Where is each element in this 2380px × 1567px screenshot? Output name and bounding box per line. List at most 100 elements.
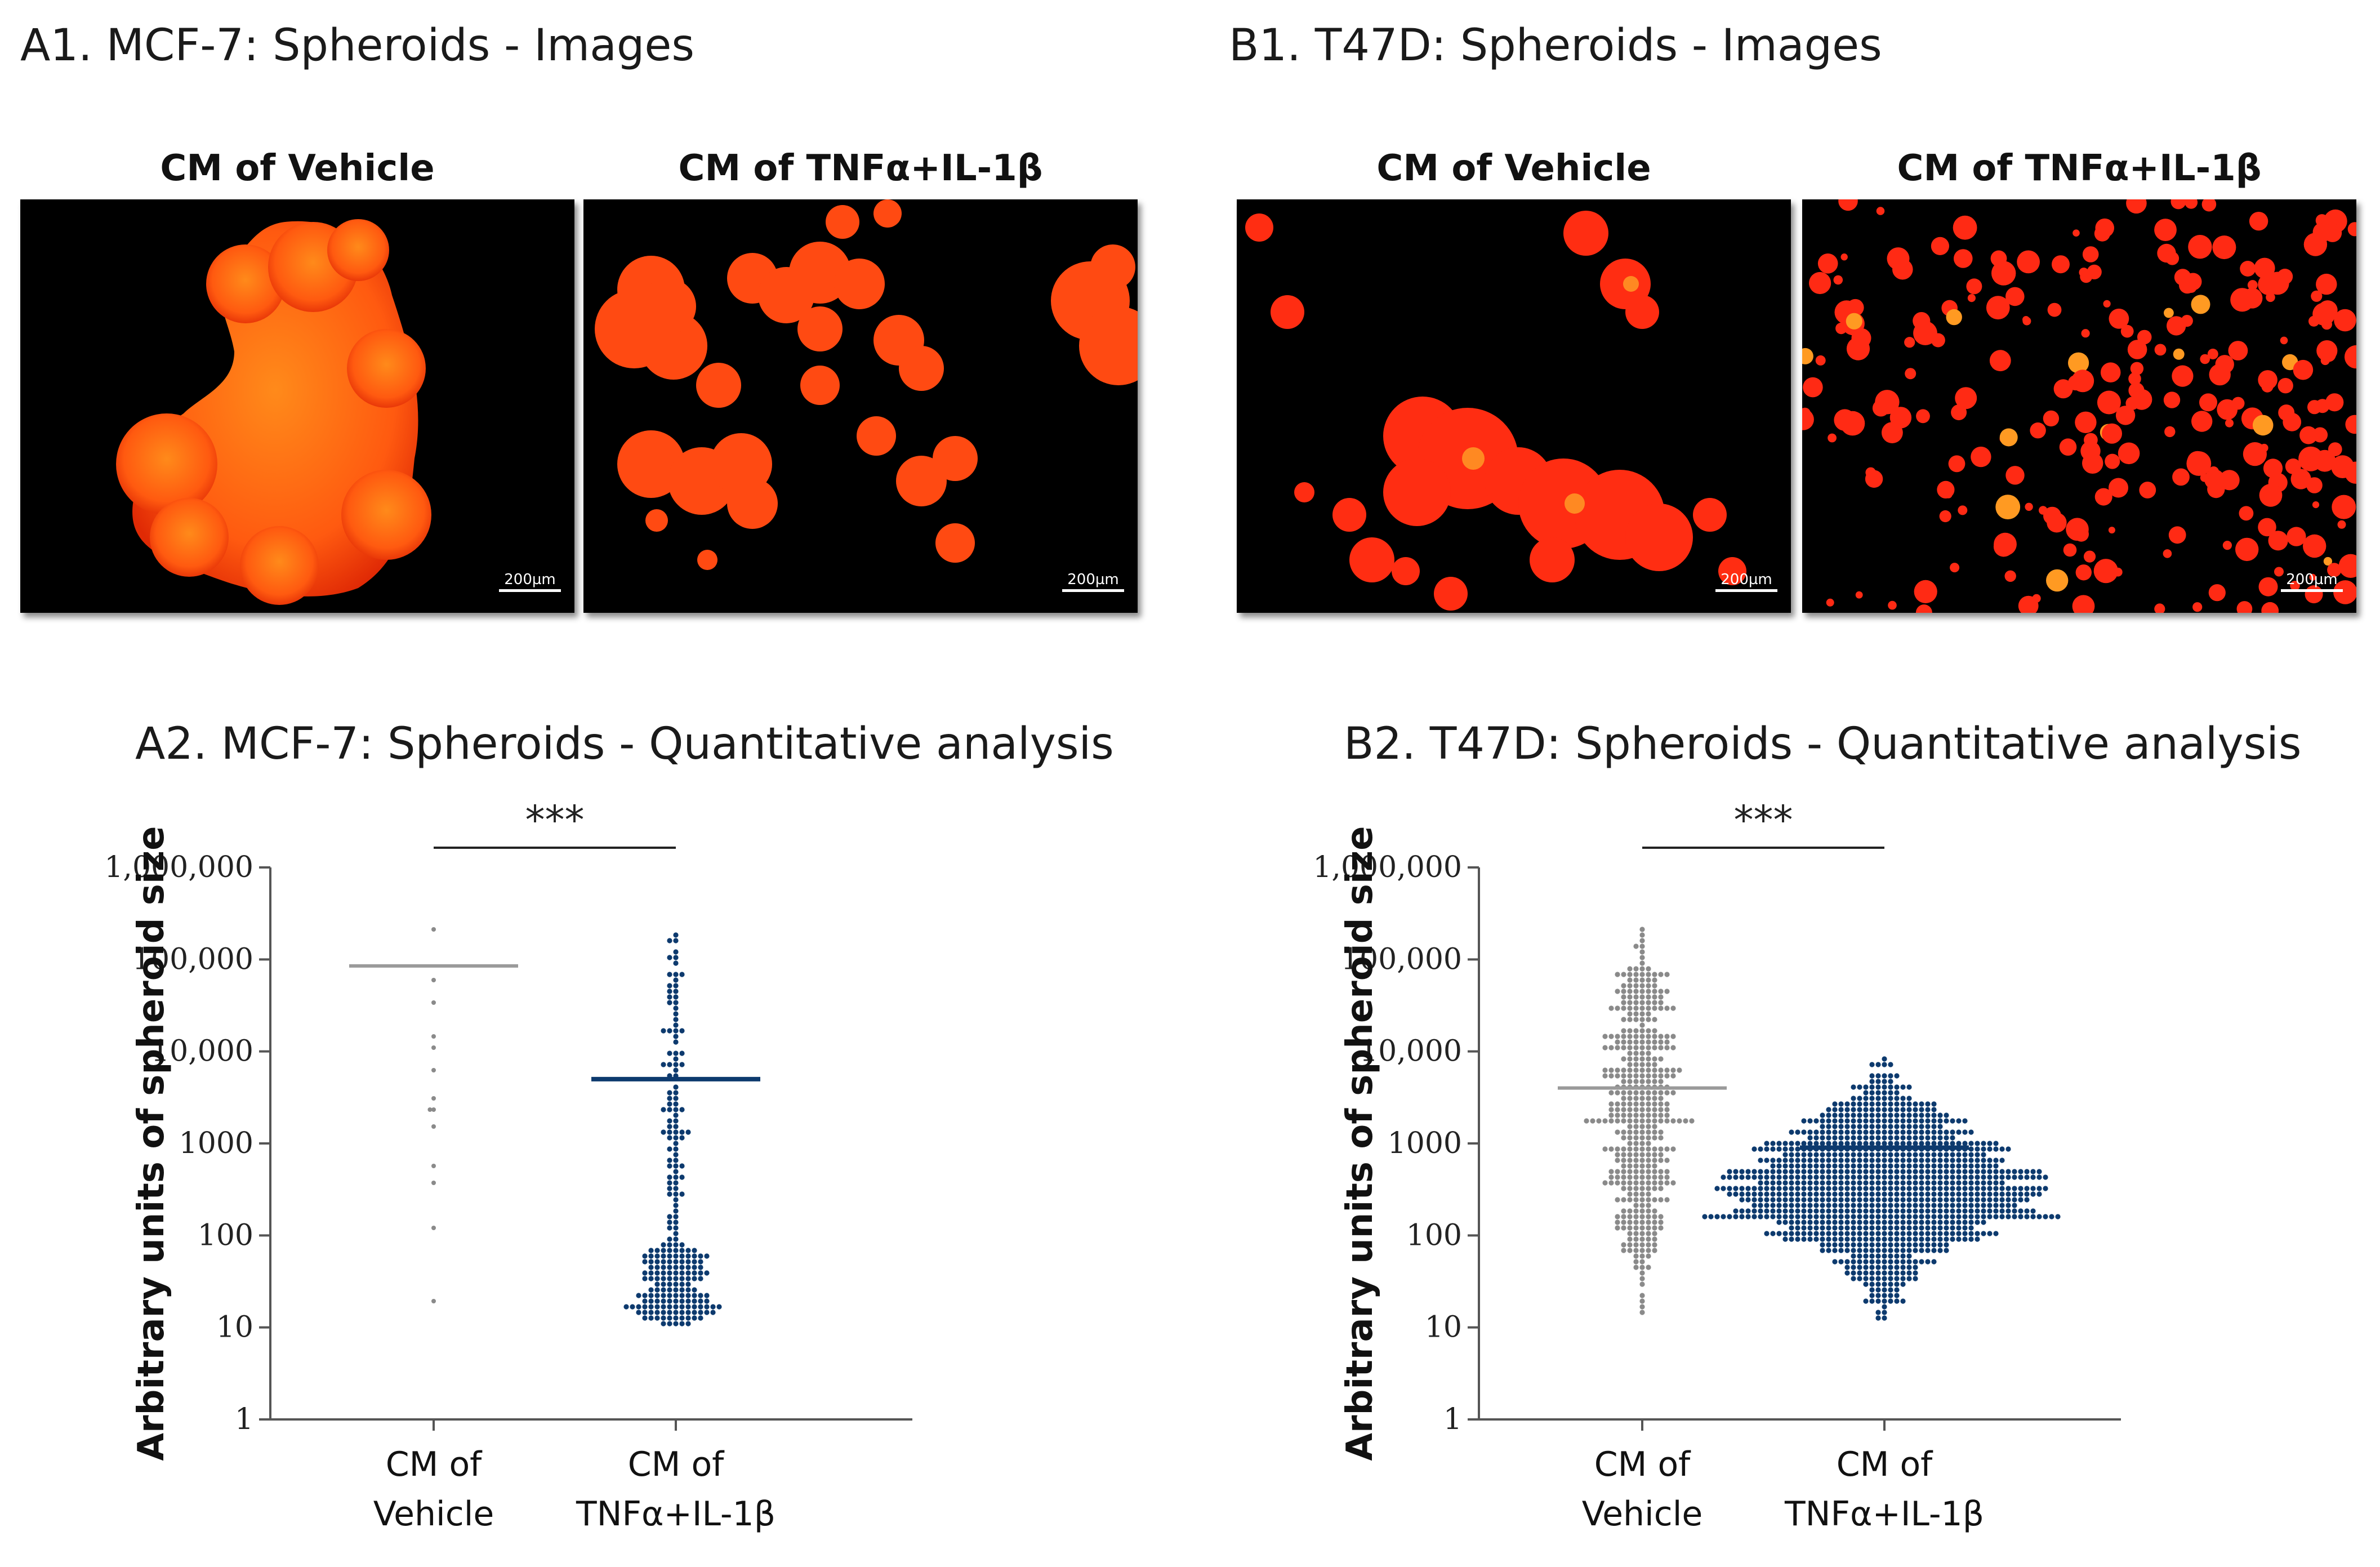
data-point (1851, 1152, 1856, 1158)
data-point (667, 1281, 672, 1287)
data-point (1658, 1180, 1664, 1186)
data-point (2055, 1214, 2061, 1219)
data-point (679, 1276, 685, 1281)
data-point (1838, 1214, 1844, 1219)
data-point (1875, 1096, 1881, 1101)
data-point (1633, 1208, 1639, 1214)
data-point (1913, 1129, 1918, 1135)
data-point (1820, 1158, 1825, 1163)
data-point (1906, 1163, 1912, 1169)
data-point (1882, 1186, 1887, 1191)
data-point (654, 1248, 660, 1253)
data-point (1633, 972, 1639, 977)
image-label-a1-vehicle: CM of Vehicle (160, 148, 435, 189)
cell-blob (2345, 415, 2356, 434)
data-point (1956, 1208, 1962, 1214)
cell-blob (2030, 422, 2046, 439)
data-point (1764, 1169, 1770, 1174)
data-point (1627, 1039, 1633, 1045)
data-point (1869, 1118, 1875, 1124)
data-point (1832, 1225, 1838, 1231)
cell-blob (1966, 278, 1982, 295)
data-point (1739, 1169, 1745, 1174)
data-point (1633, 1236, 1639, 1242)
data-point (1919, 1124, 1924, 1129)
data-point (1658, 994, 1664, 1000)
data-point (1844, 1174, 1850, 1180)
data-point (1950, 1129, 1955, 1135)
data-point (1646, 1028, 1651, 1034)
data-point (1925, 1203, 1931, 1208)
data-point (1944, 1180, 1949, 1186)
data-point (1807, 1225, 1813, 1231)
scale-bar-b1-vehicle: 200µm (1715, 571, 1777, 592)
data-point (648, 1315, 654, 1321)
cell-blob (2303, 456, 2311, 465)
data-point (1925, 1208, 1931, 1214)
data-point (1863, 1265, 1869, 1270)
data-point (1950, 1174, 1955, 1180)
data-point (1795, 1236, 1800, 1242)
data-point (1925, 1124, 1931, 1129)
cell-blob (2334, 309, 2356, 332)
data-point (1999, 1191, 2005, 1197)
data-point (431, 1107, 436, 1112)
data-point (1851, 1174, 1856, 1180)
data-point (1633, 1118, 1639, 1124)
data-point (1770, 1191, 1776, 1197)
cell-blob (2073, 229, 2080, 237)
data-point (1906, 1107, 1912, 1112)
data-point (1857, 1191, 1862, 1197)
data-point (1882, 1079, 1887, 1084)
data-point (1639, 1118, 1645, 1124)
data-point (1795, 1219, 1800, 1225)
data-point (1882, 1096, 1887, 1101)
data-point (1652, 1079, 1657, 1084)
data-point (1615, 1005, 1620, 1011)
data-point (1633, 1000, 1639, 1005)
data-point (1639, 994, 1645, 1000)
category-label: Vehicle (373, 1494, 494, 1534)
data-point (698, 1315, 703, 1321)
data-point (2018, 1197, 2024, 1203)
data-point (1615, 989, 1620, 994)
data-point (1919, 1129, 1924, 1135)
data-point (1838, 1225, 1844, 1231)
data-point (1758, 1180, 1763, 1186)
data-point (673, 1090, 679, 1096)
data-point (1813, 1118, 1819, 1124)
data-point (1913, 1152, 1918, 1158)
data-point (1844, 1186, 1850, 1191)
data-point (1882, 1062, 1887, 1067)
data-point (2012, 1191, 2017, 1197)
data-point (1652, 1180, 1657, 1186)
data-point (1615, 1045, 1620, 1050)
data-point (1894, 1214, 1900, 1219)
data-point (1721, 1214, 1726, 1219)
data-point (1621, 1079, 1626, 1084)
cell-blob (2094, 225, 2110, 242)
data-point (2024, 1208, 2030, 1214)
data-point (1826, 1152, 1831, 1158)
cell-blob (2230, 288, 2254, 312)
data-point (1795, 1225, 1800, 1231)
data-point (1913, 1225, 1918, 1231)
data-point (1875, 1084, 1881, 1090)
data-point (1844, 1259, 1850, 1265)
data-point (1919, 1101, 1924, 1107)
data-point (1993, 1197, 1999, 1203)
data-point (1627, 1096, 1633, 1101)
cell-blob (2053, 379, 2073, 399)
data-point (1863, 1225, 1869, 1231)
data-point (673, 1124, 679, 1129)
data-point (1826, 1231, 1831, 1236)
data-point (1937, 1124, 1943, 1129)
cell-blob (2163, 391, 2181, 408)
data-point (1745, 1186, 1751, 1191)
data-point (1894, 1276, 1900, 1281)
data-point (673, 1101, 679, 1107)
data-point (2018, 1191, 2024, 1197)
cell-blob (1876, 207, 1885, 215)
cell-blob (1995, 495, 2021, 519)
data-point (1925, 1231, 1931, 1236)
